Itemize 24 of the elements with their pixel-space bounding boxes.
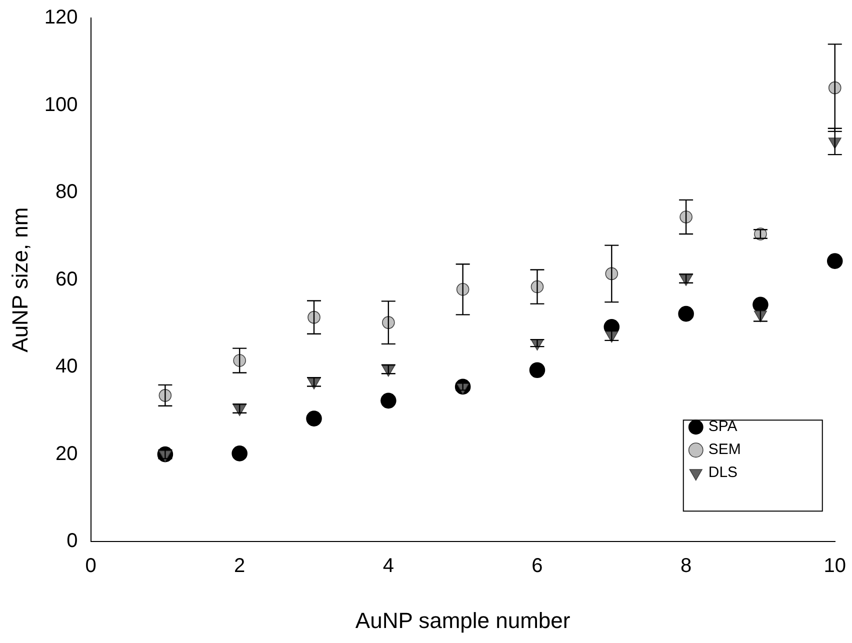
point (529, 362, 546, 378)
point (306, 410, 322, 426)
legend-label: DLS (708, 464, 738, 482)
y-tick-label: 40 (56, 356, 78, 378)
legend-label: SPA (708, 418, 738, 436)
point (380, 392, 396, 409)
y-tick-label: 20 (56, 442, 78, 465)
point (232, 446, 248, 462)
x-tick-label: 0 (85, 555, 96, 578)
x-tick-label: 4 (382, 555, 394, 578)
y-axis-title: AuNP size, nm (7, 207, 32, 352)
legend-label: SEM (708, 441, 741, 458)
x-tick-label: 6 (532, 555, 543, 578)
y-tick-label: 100 (44, 94, 78, 116)
x-axis-title: AuNP sample number (355, 608, 570, 633)
x-tick-label: 8 (680, 555, 692, 578)
y-tick-label: 0 (66, 530, 78, 552)
y-tick-label: 120 (44, 6, 78, 29)
point (678, 306, 694, 322)
x-tick-label: 2 (234, 555, 246, 578)
y-tick-label: 60 (56, 268, 78, 290)
point (826, 253, 843, 269)
y-tick-label: 80 (56, 181, 78, 204)
x-tick-label: 10 (824, 555, 846, 578)
